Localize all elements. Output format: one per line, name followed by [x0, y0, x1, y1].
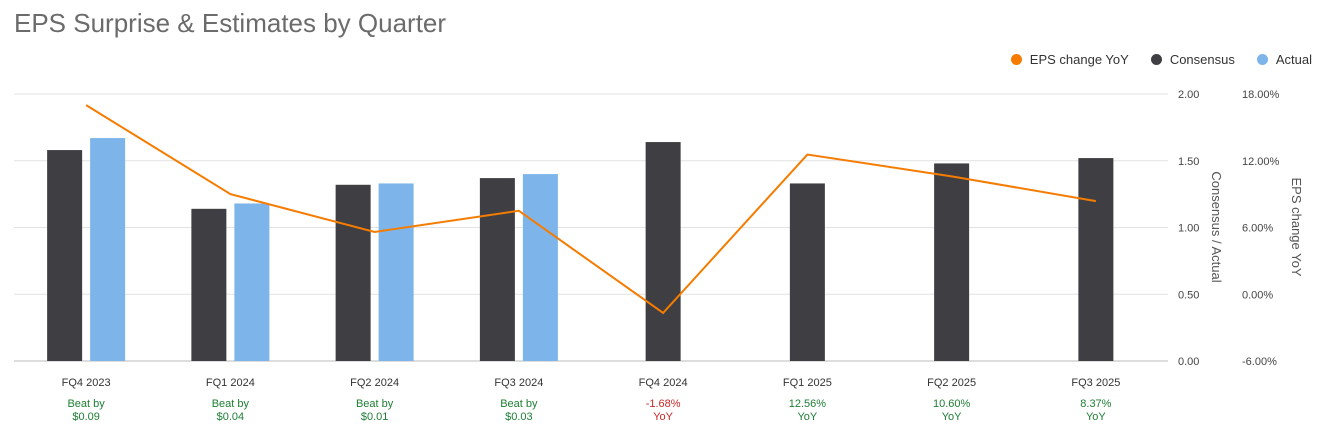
y-tick-label: 2.00 [1178, 89, 1199, 101]
legend-item-consensus[interactable]: Consensus [1150, 52, 1235, 67]
bar-actual [90, 138, 126, 361]
bar-consensus [1078, 158, 1114, 361]
annotation-line1: 12.56% [789, 398, 827, 410]
bar-actual [378, 183, 414, 361]
legend-label: Actual [1275, 52, 1312, 67]
y2-tick-label: 18.00% [1242, 89, 1280, 101]
annotation-line2: YoY [653, 411, 673, 423]
y-tick-label: 1.00 [1178, 223, 1199, 235]
y2-tick-label: -6.00% [1242, 356, 1277, 368]
annotation-line1: 10.60% [933, 398, 971, 410]
annotation-line2: YoY [1086, 411, 1106, 423]
legend: EPS change YoY Consensus Actual [1010, 52, 1312, 67]
annotation-line1: -1.68% [646, 398, 681, 410]
bar-consensus [934, 163, 970, 361]
annotation-line2: $0.04 [217, 411, 245, 423]
annotation-line2: $0.01 [361, 411, 389, 423]
bar-consensus [47, 150, 83, 361]
x-tick-label: FQ1 2025 [783, 377, 832, 389]
y2-tick-label: 0.00% [1242, 289, 1273, 301]
x-tick-label: FQ3 2024 [494, 377, 543, 389]
annotation-line1: Beat by [67, 398, 105, 410]
legend-item-actual[interactable]: Actual [1256, 52, 1312, 67]
y2-axis-title: EPS change YoY [1289, 177, 1304, 276]
annotation-line1: Beat by [500, 398, 538, 410]
y2-tick-label: 12.00% [1242, 156, 1280, 168]
bar-actual [234, 203, 270, 361]
annotation-line2: $0.09 [72, 411, 100, 423]
x-tick-label: FQ3 2025 [1071, 377, 1120, 389]
bar-consensus [191, 208, 227, 361]
legend-label: Consensus [1169, 52, 1235, 67]
legend-swatch [1010, 54, 1022, 65]
annotation-line1: Beat by [212, 398, 250, 410]
y-tick-label: 0.00 [1178, 356, 1199, 368]
y-tick-label: 0.50 [1178, 289, 1199, 301]
x-tick-label: FQ2 2025 [927, 377, 976, 389]
bar-actual [522, 174, 558, 361]
legend-swatch [1256, 54, 1268, 65]
bar-consensus [479, 178, 515, 361]
legend-item-eps-change[interactable]: EPS change YoY [1010, 52, 1129, 67]
y2-tick-label: 6.00% [1242, 223, 1273, 235]
annotation-line2: $0.03 [505, 411, 533, 423]
chart-title: EPS Surprise & Estimates by Quarter [14, 8, 447, 38]
series-line-eps-change [85, 104, 1097, 315]
annotation-line1: 8.37% [1080, 398, 1111, 410]
x-tick-label: FQ2 2024 [350, 377, 399, 389]
bar-consensus [789, 183, 825, 361]
x-tick-label: FQ4 2023 [62, 377, 111, 389]
annotation-line2: YoY [942, 411, 962, 423]
x-tick-label: FQ4 2024 [639, 377, 688, 389]
legend-swatch [1150, 54, 1162, 65]
x-tick-label: FQ1 2024 [206, 377, 255, 389]
y-axis-title: Consensus / Actual [1209, 171, 1224, 282]
y-tick-label: 1.50 [1178, 156, 1199, 168]
bar-consensus [645, 142, 681, 361]
annotation-line1: Beat by [356, 398, 394, 410]
annotation-line2: YoY [797, 411, 817, 423]
legend-label: EPS change YoY [1029, 52, 1129, 67]
bar-consensus [335, 184, 371, 361]
